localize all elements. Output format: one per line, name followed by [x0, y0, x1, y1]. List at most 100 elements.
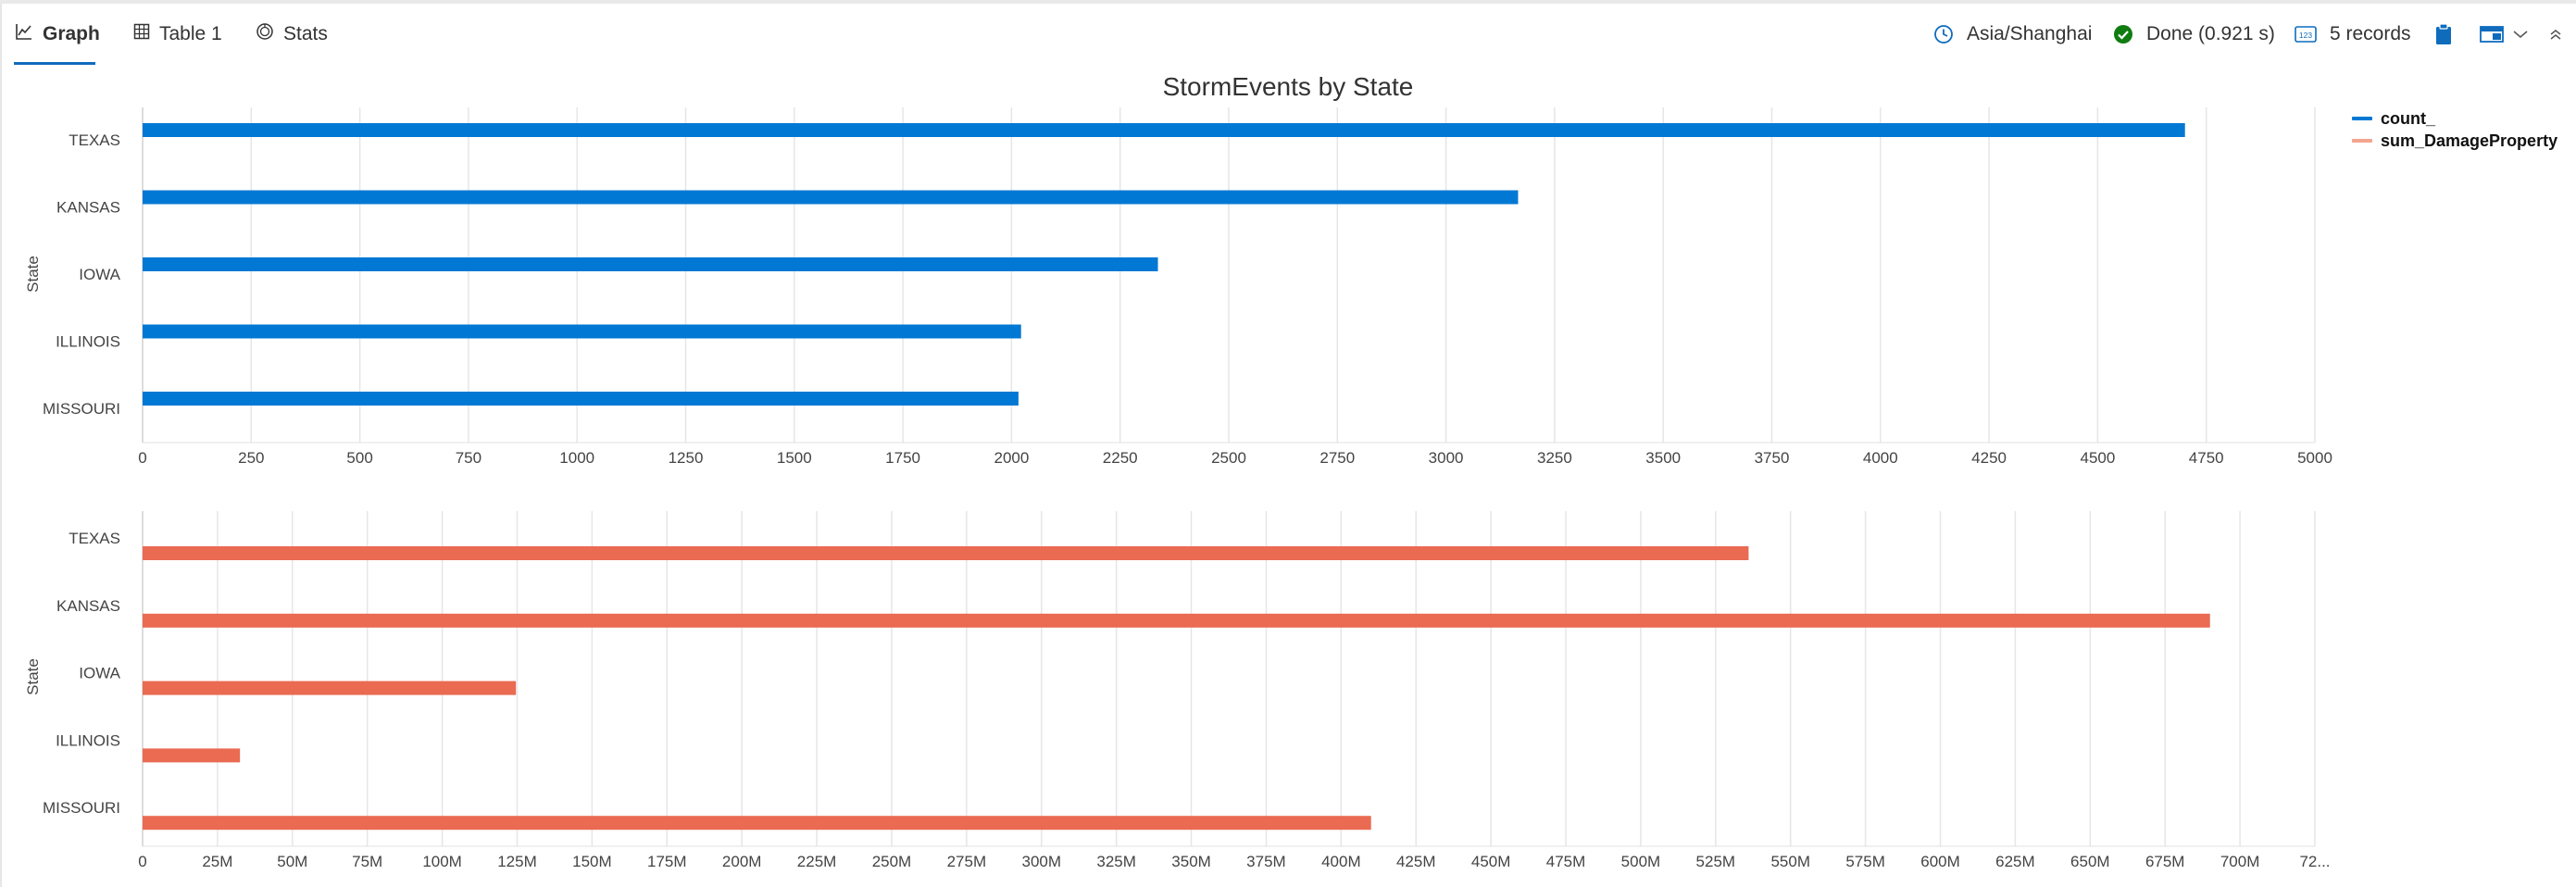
count-x-tick-label: 3750: [1755, 449, 1790, 467]
svg-text:123: 123: [2299, 31, 2312, 40]
damage-x-tick-label: 175M: [647, 853, 687, 870]
count-category-label: IOWA: [79, 266, 120, 283]
records-count: 123 5 records: [2295, 4, 2411, 65]
count-x-tick-label: 4750: [2189, 449, 2224, 467]
damage-bar-kansas[interactable]: [143, 613, 2210, 628]
legend-label-count: count_: [2381, 108, 2436, 128]
count-category-label: KANSAS: [56, 199, 120, 217]
count-category-label: MISSOURI: [43, 400, 120, 418]
tab-stats-label: Stats: [283, 23, 328, 44]
count-x-tick-label: 2250: [1103, 449, 1138, 467]
damage-x-tick-label: 72...: [2299, 853, 2330, 870]
damage-x-tick-label: 375M: [1246, 853, 1286, 870]
damage-x-tick-label: 650M: [2070, 853, 2110, 870]
tab-stats[interactable]: Stats: [256, 4, 328, 65]
top-border: [0, 0, 2576, 4]
layout-toggle-icon[interactable]: [2480, 4, 2504, 65]
count-bar-kansas[interactable]: [143, 190, 1519, 205]
damage-x-tick-label: 150M: [572, 853, 612, 870]
damage-x-tick-label: 600M: [1920, 853, 1960, 870]
count-x-tick-label: 5000: [2297, 449, 2332, 467]
damage-x-tick-label: 425M: [1396, 853, 1436, 870]
clipboard-icon[interactable]: [2435, 4, 2452, 65]
legend-label-damage: sum_DamageProperty: [2381, 131, 2558, 150]
count-bar-chart: 0 250 500 750 1000 1250 1500 1750 2000 2250 2500 27…: [43, 107, 2332, 467]
damage-x-tick-label: 350M: [1171, 853, 1211, 870]
damage-bar-missouri[interactable]: [143, 816, 1371, 831]
query-status: Done (0.921 s): [2113, 4, 2275, 65]
count-x-tick-label: 250: [238, 449, 264, 467]
success-check-icon: [2113, 24, 2133, 44]
results-toolbar: Graph Table 1 Stats Asia/Shanghai Done (…: [0, 4, 2576, 65]
count-bar-missouri[interactable]: [143, 392, 1019, 406]
active-tab-indicator: [14, 62, 95, 65]
table-icon: [133, 23, 150, 45]
damage-category-label: MISSOURI: [43, 799, 120, 817]
count-x-tick-label: 1250: [669, 449, 704, 467]
chart-legend: count_ sum_DamageProperty: [2352, 107, 2557, 152]
records-count-label: 5 records: [2330, 23, 2411, 44]
timezone-indicator[interactable]: Asia/Shanghai: [1933, 4, 2092, 65]
damage-x-tick-label: 225M: [797, 853, 837, 870]
damage-x-tick-label: 50M: [277, 853, 307, 870]
line-chart-icon: [15, 22, 33, 46]
query-status-label: Done (0.921 s): [2146, 23, 2275, 44]
count-x-tick-label: 3250: [1537, 449, 1572, 467]
count-category-label: TEXAS: [69, 131, 120, 149]
records-icon: 123: [2295, 25, 2317, 44]
chevron-down-icon[interactable]: [2512, 4, 2529, 65]
damage-x-tick-label: 75M: [352, 853, 382, 870]
damage-x-tick-label: 100M: [422, 853, 462, 870]
tab-table-1[interactable]: Table 1: [133, 4, 222, 65]
timezone-label: Asia/Shanghai: [1967, 23, 2093, 44]
damage-x-tick-label: 550M: [1770, 853, 1810, 870]
damage-x-tick-label: 275M: [947, 853, 987, 870]
damage-x-tick-label: 575M: [1845, 853, 1885, 870]
count-bar-illinois[interactable]: [143, 324, 1021, 339]
damage-x-tick-label: 250M: [872, 853, 912, 870]
damage-x-tick-label: 525M: [1696, 853, 1736, 870]
chart-title: StormEvents by State: [1162, 72, 1414, 101]
count-x-tick-label: 2000: [994, 449, 1029, 467]
collapse-up-icon[interactable]: [2548, 4, 2563, 65]
damage-category-label: IOWA: [79, 665, 120, 682]
damage-x-tick-label: 325M: [1096, 853, 1136, 870]
damage-x-tick-label: 475M: [1546, 853, 1586, 870]
damage-category-label: TEXAS: [69, 530, 120, 547]
count-x-tick-label: 2750: [1319, 449, 1355, 467]
damage-bar-iowa[interactable]: [143, 681, 517, 695]
count-x-tick-label: 3500: [1645, 449, 1681, 467]
count-bar-texas[interactable]: [143, 123, 2185, 137]
tab-graph[interactable]: Graph: [15, 4, 100, 65]
count-x-tick-label: 750: [456, 449, 481, 467]
count-x-tick-label: 1750: [885, 449, 920, 467]
left-border: [0, 4, 2, 887]
damage-x-tick-label: 0: [138, 853, 146, 870]
clock-icon: [1933, 24, 1954, 44]
count-bar-iowa[interactable]: [143, 257, 1158, 271]
damage-x-tick-label: 25M: [202, 853, 232, 870]
count-x-tick-label: 1000: [559, 449, 594, 467]
count-x-tick-label: 2500: [1211, 449, 1246, 467]
damage-x-tick-label: 450M: [1471, 853, 1511, 870]
count-x-tick-label: 500: [346, 449, 372, 467]
damage-x-tick-label: 700M: [2220, 853, 2260, 870]
count-x-tick-label: 4000: [1863, 449, 1898, 467]
damage-x-tick-label: 625M: [1995, 853, 2035, 870]
count-x-tick-label: 0: [138, 449, 146, 467]
count-x-tick-label: 4500: [2080, 449, 2115, 467]
count-x-tick-label: 4250: [1971, 449, 2007, 467]
damage-x-tick-label: 500M: [1621, 853, 1661, 870]
legend-item-damage[interactable]: sum_DamageProperty: [2352, 130, 2557, 152]
count-category-label: ILLINOIS: [56, 333, 120, 351]
damage-category-label: ILLINOIS: [56, 731, 120, 749]
damage-category-label: KANSAS: [56, 597, 120, 615]
count-x-tick-label: 1500: [777, 449, 812, 467]
damage-x-tick-label: 675M: [2145, 853, 2185, 870]
legend-item-count[interactable]: count_: [2352, 107, 2557, 130]
stats-icon: [256, 22, 274, 46]
damage-bar-texas[interactable]: [143, 546, 1749, 560]
damage-x-tick-label: 200M: [722, 853, 762, 870]
damage-bar-illinois[interactable]: [143, 748, 241, 763]
